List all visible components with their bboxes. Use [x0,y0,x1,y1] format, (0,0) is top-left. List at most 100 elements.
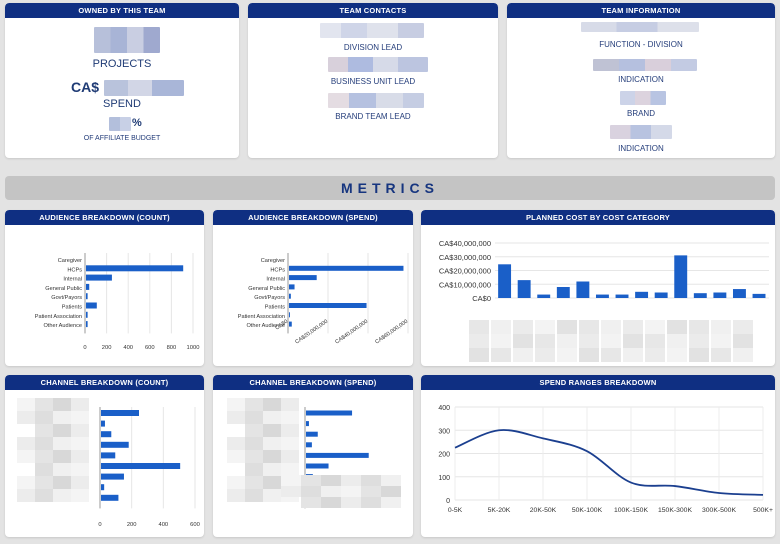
bar [306,442,312,448]
redacted-label-block [263,424,281,437]
redacted-label-block [245,489,263,502]
redacted-label-block [381,486,401,497]
bar [654,292,668,298]
bar [101,452,116,459]
tick-label: 600 [190,522,200,528]
tick-label: CA$20,000,000 [439,267,491,276]
redacted-category-label [601,348,621,362]
redacted-label-block [53,463,71,476]
bar [86,293,88,300]
audience-spend-title: AUDIENCE BREAKDOWN (SPEND) [213,210,413,225]
bar [101,410,139,416]
redacted-label-block [263,450,281,463]
channel-count-card: CHANNEL BREAKDOWN (COUNT) 0 200 400 600 [5,375,204,537]
redacted-label-block [245,463,263,476]
percent-sign: % [132,117,142,129]
redacted-label-block [263,463,281,476]
redacted-label-block [227,476,245,489]
category-label: General Public [45,286,82,292]
category-label: Patient Association [35,314,82,320]
audience-spend-card: AUDIENCE BREAKDOWN (SPEND) Caregiver HCPs… [213,210,413,366]
bu-lead-name-redacted [328,57,428,72]
bar [101,484,105,491]
category-label: Other Audience [43,323,82,329]
brand-lead-name-redacted [328,93,424,108]
owned-by-team-card: OWNED BY THIS TEAM PROJECTS CA$ SPEND % … [5,3,239,158]
redacted-label-block [53,476,71,489]
budget-percent-redacted [109,117,131,131]
tick-label: 0 [83,345,86,351]
bar [289,284,295,290]
redacted-label-block [53,450,71,463]
redacted-category-label [579,348,599,362]
category-label: HCPs [67,267,82,273]
redacted-label-block [341,497,361,508]
redacted-category-label [535,348,555,362]
redacted-category-label [689,334,709,348]
indication-value-redacted-1 [593,59,697,71]
bar [556,287,570,298]
redacted-label-block [361,475,381,486]
channel-spend-chart [304,407,369,509]
tick-label: CA$0 [472,294,491,303]
redacted-label-block [53,424,71,437]
redacted-category-label [535,320,555,334]
redacted-category-label [579,334,599,348]
tick-label: 0 [98,522,101,528]
category-label: 100K-150K [614,507,648,514]
category-label: 150K-300K [658,507,692,514]
tick-label: CA$60,000,000 [374,319,409,346]
redacted-label-block [17,398,35,411]
category-label: Caregiver [261,258,285,264]
redacted-category-label [711,348,731,362]
redacted-category-label [667,334,687,348]
redacted-label-block [281,475,301,486]
audience-count-chart: Caregiver HCPs Internal General Public Govt/… [35,253,199,351]
bar [86,265,184,272]
spend-ranges-chart: 0 100 200 300 400 0-5K 5K-20K 20K-50K 50K-100K 10… [438,405,773,514]
tick-label: 300 [438,428,450,435]
redacted-label-block [71,398,89,411]
bar [306,431,318,437]
bar [289,303,367,308]
bar [101,463,181,469]
redacted-label-block [341,486,361,497]
bar [498,264,512,298]
bar [101,441,129,448]
redacted-category-label [601,320,621,334]
redacted-label-block [17,450,35,463]
bar [517,280,531,298]
tick-label: 0 [446,498,450,505]
tick-label: 200 [127,522,137,528]
redacted-label-block [321,475,341,486]
tick-label: 400 [123,345,133,351]
category-label: 300K-500K [702,507,736,514]
team-contacts-card: TEAM CONTACTS DIVISION LEAD BUSINESS UNI… [248,3,498,158]
redacted-label-block [245,424,263,437]
bar [86,302,97,309]
redacted-label-block [71,450,89,463]
bar [306,452,369,458]
budget-label: OF AFFILIATE BUDGET [83,135,161,142]
redacted-label-block [263,476,281,489]
redacted-label-block [281,398,299,411]
brand-lead-label: BRAND TEAM LEAD [335,112,411,121]
planned-cost-category-labels-redacted [465,320,765,362]
spend-ranges-title: SPEND RANGES BREAKDOWN [421,375,775,390]
redacted-label-block [53,437,71,450]
info-card-title: TEAM INFORMATION [507,3,775,18]
redacted-label-block [53,398,71,411]
tick-label: CA$20,000,000 [294,319,329,346]
redacted-label-block [263,437,281,450]
bar [576,281,590,298]
category-label: Patients [265,305,285,311]
spend-ranges-card: SPEND RANGES BREAKDOWN 0 100 200 300 400 0-5K… [421,375,775,537]
redacted-label-block [301,486,321,497]
bar [289,312,290,318]
redacted-label-block [53,411,71,424]
spend-value-redacted [104,80,184,96]
bar [86,321,88,328]
redacted-label-block [35,450,53,463]
planned-cost-card: PLANNED COST BY COST CATEGORY CA$0 CA$10,… [421,210,775,366]
series-line [454,429,764,496]
